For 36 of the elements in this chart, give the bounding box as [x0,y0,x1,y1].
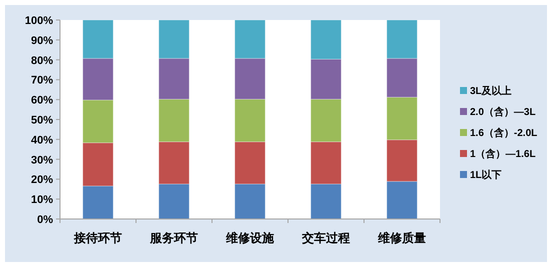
bar [386,96,418,140]
x-tick-label: 服务环节 [149,231,198,245]
y-tick-label: 80% [30,54,54,67]
x-tick-label: 维修设施 [225,231,275,245]
bar [310,98,342,142]
y-tick-label: 70% [30,74,54,87]
y-tick-label: 0% [37,214,54,226]
y-tick-label: 20% [30,174,54,186]
y-tick-label: 10% [30,194,54,206]
y-tick-label: 100% [24,15,54,27]
legend-label: 3L及以上 [470,85,512,97]
bar [234,98,266,142]
bar [310,58,342,100]
bar [158,98,190,142]
legend-label: 1.6（含）-2.0L [470,127,538,139]
legend-label: 1（含）—1.6L [470,148,536,160]
y-tick-label: 40% [30,134,54,146]
x-tick-label: 交车过程 [301,231,350,245]
bar [82,100,114,144]
bar [82,58,114,100]
bar [234,58,266,100]
bar [234,141,266,184]
bar [158,58,190,100]
x-tick-label: 维修质量 [377,231,426,245]
legend-label: 2.0（含）—3L [470,106,536,118]
y-tick-label: 30% [30,154,54,166]
bar [158,141,190,184]
y-tick-label: 50% [30,114,54,126]
bar [310,141,342,184]
y-tick-label: 90% [30,34,54,47]
y-tick-label: 60% [30,94,54,107]
bar [82,142,114,186]
bar [386,58,418,98]
x-tick-label: 接待环节 [73,231,122,245]
legend-label: 1L以下 [470,169,502,181]
bar [386,140,418,182]
